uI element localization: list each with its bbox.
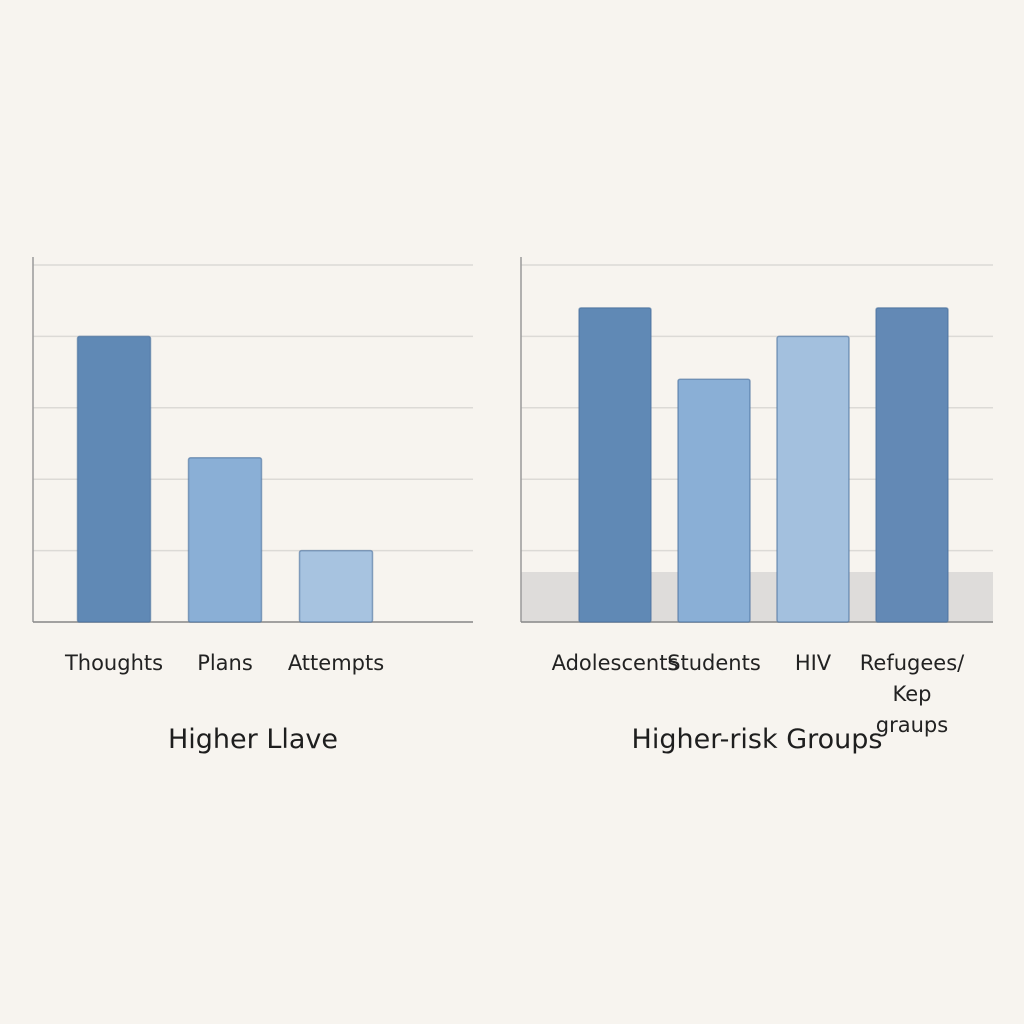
x-tick-label: Plans xyxy=(197,651,253,675)
bar xyxy=(187,457,263,623)
bar xyxy=(298,549,374,623)
bar xyxy=(578,307,652,623)
x-tick-label: HIV xyxy=(794,651,832,675)
x-tick-label: Refugees/ Kep graups xyxy=(859,651,965,737)
x-tick-label: Attempts xyxy=(287,651,385,675)
bar xyxy=(875,307,949,623)
chart-title: Higher Llave xyxy=(167,724,339,755)
x-tick-label: Students xyxy=(667,651,761,675)
bar xyxy=(677,378,751,623)
bar xyxy=(776,335,850,623)
x-tick-label: Adolescents xyxy=(551,651,679,675)
chart-title: Higher-risk Groups xyxy=(631,724,883,755)
bar xyxy=(76,335,152,623)
x-tick-label: Thoughts xyxy=(64,651,164,675)
